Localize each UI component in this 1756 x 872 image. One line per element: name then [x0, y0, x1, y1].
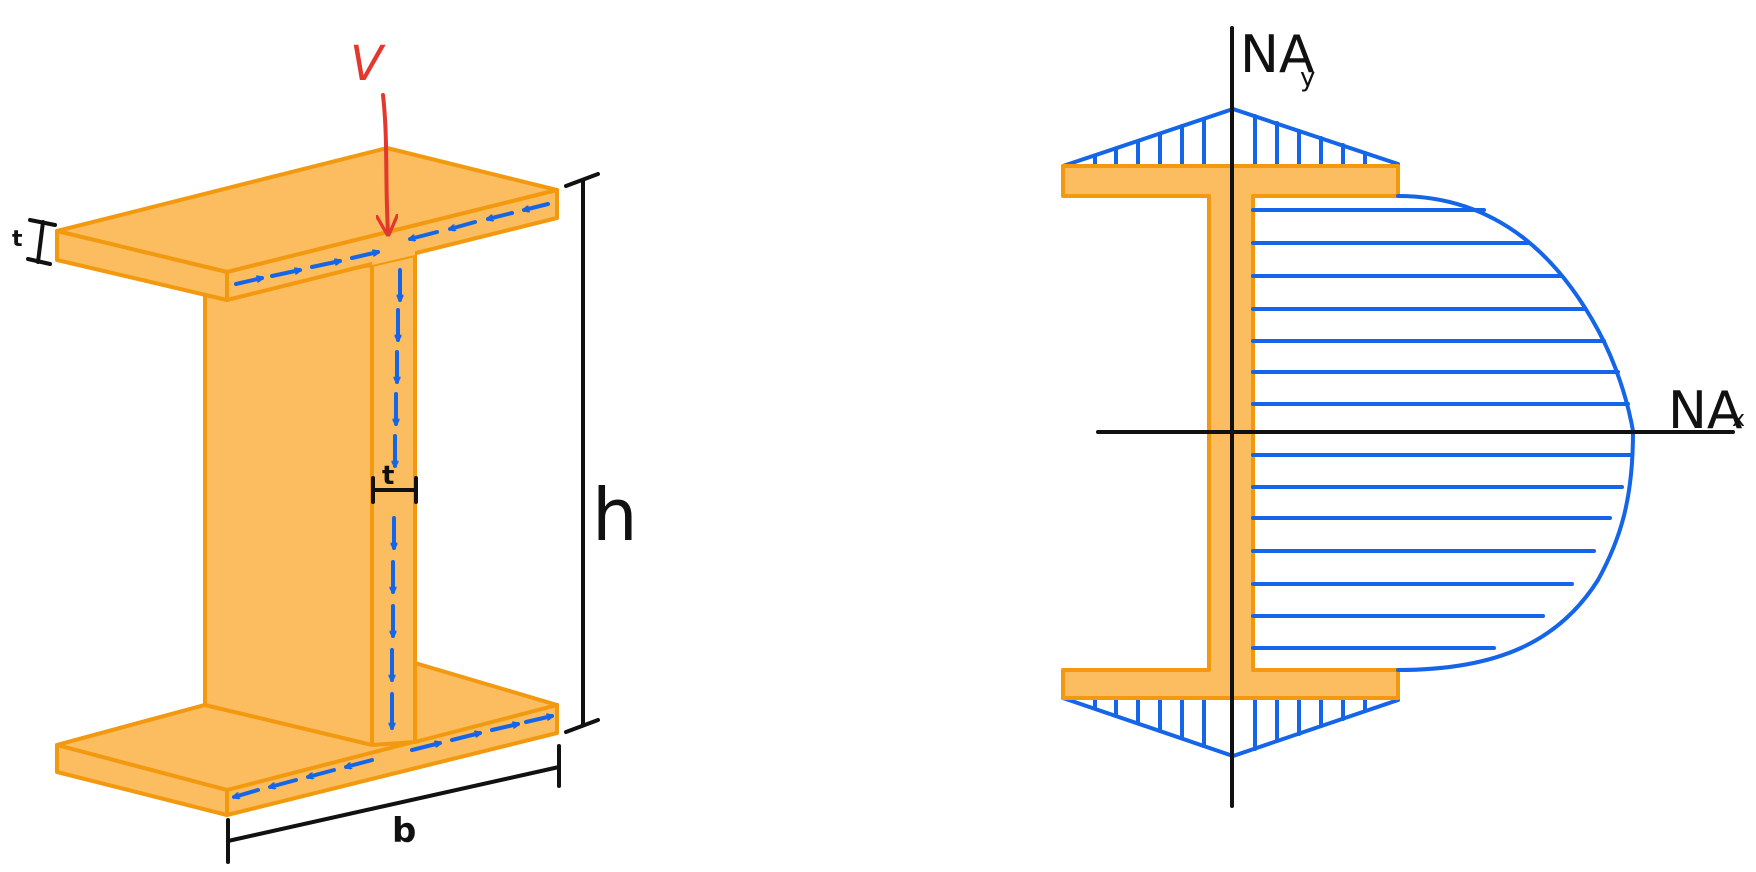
neutral-axis-x-subscript: x [1732, 407, 1745, 432]
height-dimension [564, 172, 600, 734]
flow-arrow [346, 758, 374, 767]
flow-arrow [450, 220, 477, 229]
flow-arrow [524, 716, 552, 724]
web-side-face [203, 263, 374, 747]
width-label: b [392, 811, 416, 851]
flow-arrow [450, 733, 480, 742]
flow-arrow [350, 252, 378, 260]
neutral-axis-x-label: NA [1668, 381, 1743, 441]
width-dimension [226, 744, 561, 864]
neutral-axes [1096, 26, 1735, 808]
flange-thickness-dimension [26, 218, 57, 266]
flow-arrow [270, 778, 298, 787]
top-flange-front-face [225, 188, 559, 302]
flow-arrow [234, 788, 260, 797]
web-stress-distribution [1251, 194, 1636, 672]
load-label: V [350, 36, 386, 92]
shear-flow-arrows [234, 202, 552, 797]
flow-arrow [270, 270, 300, 278]
flow-arrow [410, 230, 439, 239]
flow-arrow [310, 261, 340, 269]
flow-arrow [490, 724, 518, 732]
flow-arrow [524, 202, 550, 210]
height-label: h [592, 473, 638, 557]
flow-arrow [410, 743, 440, 752]
neutral-axis-y-label: NA [1240, 25, 1315, 85]
web-thickness-label: t [382, 461, 394, 491]
web-thickness-dimension [371, 476, 418, 504]
i-beam-3d [55, 146, 559, 817]
flow-arrow [308, 768, 336, 777]
load-arrow [383, 93, 388, 232]
flow-arrow [488, 211, 514, 219]
neutral-axis-y-subscript: y [1300, 63, 1315, 93]
flow-arrow [234, 278, 262, 286]
flange-thickness-label: t [12, 227, 23, 252]
web-joint [372, 242, 415, 265]
